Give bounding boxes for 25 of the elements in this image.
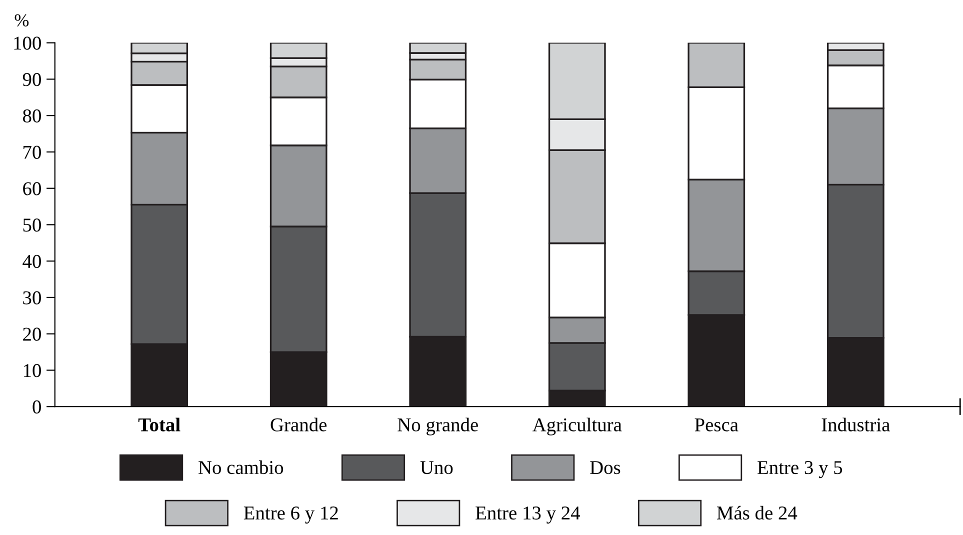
y-tick-label: 40	[22, 254, 41, 268]
y-tick-label: 0	[32, 400, 41, 414]
y-tick-label: 100	[14, 36, 41, 50]
y-tick-label: 60	[23, 182, 41, 196]
x-tick-label: Agricultura	[532, 418, 622, 436]
y-axis-title: %	[14, 14, 29, 26]
y-tick-label: 20	[23, 328, 41, 341]
legend-label: Más de 24	[716, 506, 798, 520]
y-tick-label: 80	[22, 109, 41, 122]
y-tick-label: 50	[23, 218, 41, 232]
x-tick-label: Grande	[270, 418, 327, 432]
legend-label: Entre 13 y 24	[476, 506, 580, 524]
x-tick-label: Pesca	[694, 418, 738, 432]
y-tick-label: 70	[24, 146, 41, 159]
legend-label: Entre 3 y 5	[758, 461, 842, 478]
y-tick-label: 10	[24, 364, 41, 378]
legend-label: Entre 6 y 12	[244, 506, 338, 524]
y-tick-label: 90	[22, 72, 41, 86]
legend-label: No cambio	[198, 460, 284, 474]
x-tick-label: Industria	[822, 418, 890, 432]
x-tick-label: Total	[138, 418, 180, 432]
y-tick-label: 30	[23, 291, 41, 304]
legend-label: Uno	[420, 461, 453, 474]
legend-label: Dos	[590, 461, 620, 474]
x-tick-label: No grande	[398, 418, 478, 436]
